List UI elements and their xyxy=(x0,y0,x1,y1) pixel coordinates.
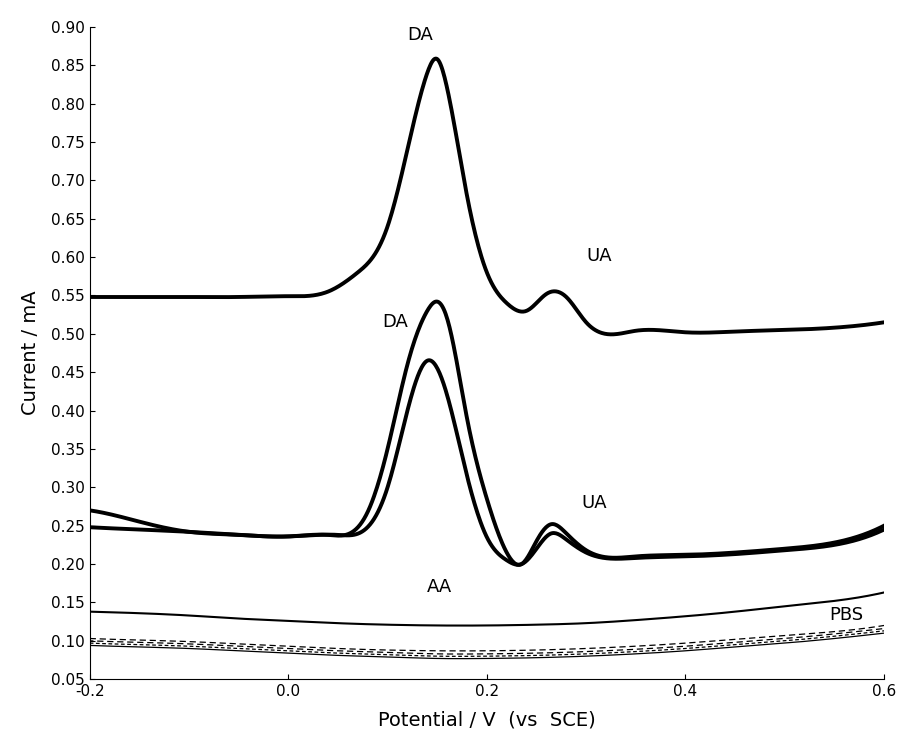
Text: DA: DA xyxy=(407,26,434,44)
Text: UA: UA xyxy=(581,494,607,512)
Text: PBS: PBS xyxy=(830,606,864,624)
Text: AA: AA xyxy=(427,578,452,596)
Y-axis label: Current / mA: Current / mA xyxy=(21,291,39,416)
Text: UA: UA xyxy=(586,247,612,265)
Text: DA: DA xyxy=(382,313,408,331)
X-axis label: Potential / V  (vs  SCE): Potential / V (vs SCE) xyxy=(378,710,596,729)
